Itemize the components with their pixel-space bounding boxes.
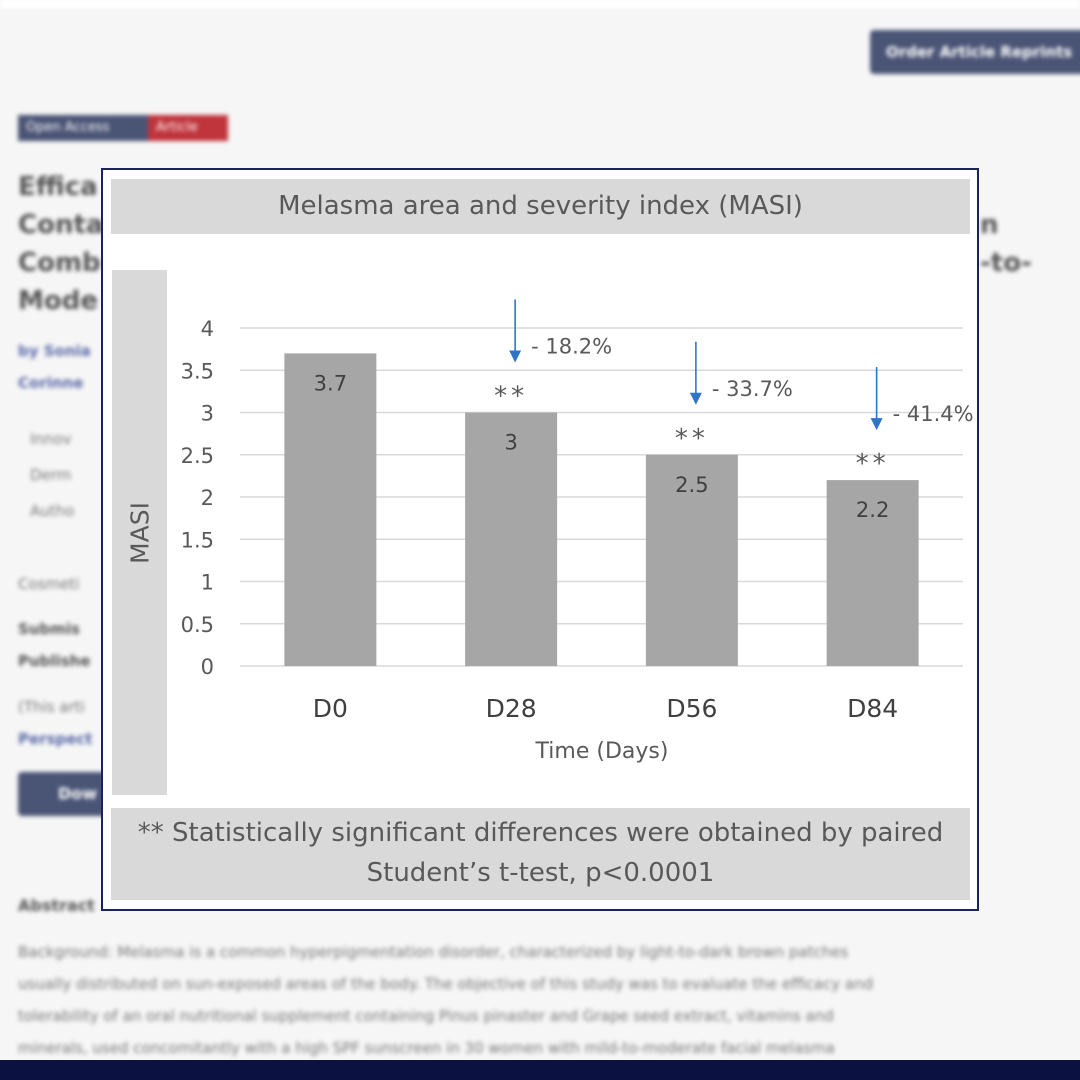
author-link[interactable]: Corinne: [18, 374, 84, 392]
submitted-date: Submis: [18, 620, 80, 638]
affiliation-line: Derm: [30, 466, 72, 484]
abstract-line: Background: Melasma is a common hyperpig…: [18, 943, 849, 961]
x-tick-label: D0: [313, 694, 348, 723]
change-label: - 33.7%: [712, 377, 793, 401]
x-tick-label: D28: [486, 694, 537, 723]
y-tick-label: 3.5: [181, 359, 214, 383]
significance-mark: **: [675, 424, 709, 454]
article-note: (This arti: [18, 698, 85, 716]
article-badge: Article: [148, 115, 228, 141]
footnote-line: Student’s t-test, p<0.0001: [366, 858, 715, 888]
x-tick-label: D84: [847, 694, 898, 723]
article-title-line: Comb: [18, 248, 101, 278]
bar: [645, 454, 738, 666]
abstract-line: minerals, used concomitantly with a high…: [18, 1039, 835, 1057]
bar: [826, 480, 919, 666]
y-tick-label: 2: [201, 486, 214, 510]
bar: [465, 412, 558, 666]
y-axis-band: [112, 270, 167, 795]
title-band: [111, 179, 970, 234]
bar-value-label: 3.7: [314, 371, 347, 395]
y-tick-label: 0.5: [181, 613, 214, 637]
order-reprints-button[interactable]: Order Article Reprints: [870, 30, 1080, 74]
article-title-fragment: n: [980, 210, 999, 240]
author-link[interactable]: by Sonia: [18, 342, 91, 360]
open-access-badge: Open Access: [18, 115, 154, 141]
y-tick-label: 1.5: [181, 528, 214, 552]
article-title-line: Conta: [18, 210, 104, 240]
y-tick-label: 3: [201, 402, 214, 426]
affiliation-line: Innov: [30, 430, 72, 448]
article-title-line: Effica: [18, 172, 98, 202]
down-arrow-icon: [870, 418, 883, 431]
change-label: - 41.4%: [893, 402, 974, 426]
abstract-line: tolerability of an oral nutritional supp…: [18, 1007, 834, 1025]
x-tick-label: D56: [666, 694, 717, 723]
top-bar: [0, 0, 1080, 8]
article-note-link[interactable]: Perspect: [18, 730, 93, 748]
bar-value-label: 2.5: [675, 473, 708, 497]
down-arrow-icon: [509, 350, 522, 363]
article-title-fragment: -to-: [980, 248, 1032, 278]
chart-title: Melasma area and severity index (MASI): [278, 191, 803, 221]
bar-value-label: 3: [504, 431, 517, 455]
bottom-bar: [0, 1060, 1080, 1080]
significance-mark: **: [494, 382, 528, 412]
bar: [284, 353, 377, 666]
article-title-line: Mode: [18, 286, 98, 316]
x-axis-label: Time (Days): [535, 739, 669, 764]
change-label: - 18.2%: [531, 335, 612, 359]
y-tick-label: 4: [201, 317, 214, 341]
published-date: Publishe: [18, 652, 91, 670]
down-arrow-icon: [689, 392, 702, 405]
y-tick-label: 0: [201, 655, 214, 679]
abstract-line: usually distributed on sun-exposed areas…: [18, 975, 874, 993]
affiliation-line: Autho: [30, 502, 75, 520]
bar-value-label: 2.2: [856, 498, 889, 522]
significance-mark: **: [856, 449, 890, 479]
y-tick-label: 2.5: [181, 444, 214, 468]
footnote-line: ** Statistically significant differences…: [137, 818, 944, 848]
abstract-heading: Abstract: [18, 896, 95, 915]
y-tick-label: 1: [201, 571, 214, 595]
journal-name: Cosmeti: [18, 575, 80, 593]
footnote-band: [111, 808, 970, 900]
